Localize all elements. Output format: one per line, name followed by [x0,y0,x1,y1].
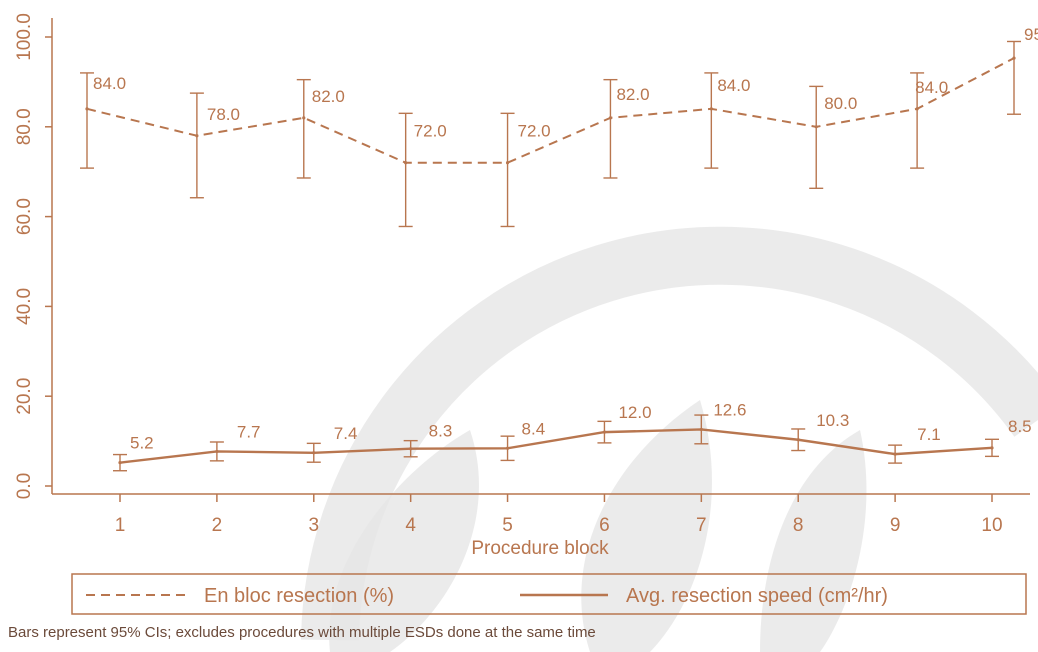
error-bar [189,92,204,199]
data-label: 82.0 [616,85,649,104]
error-bar [603,78,618,179]
series-resection-speed: 5.2 7.7 7.4 8.3 8.4 12.0 12.6 10.3 7.1 8.5 [113,400,1032,472]
error-bar [80,72,94,169]
data-label: 10.3 [816,411,849,430]
data-label: 7.1 [917,425,941,444]
data-point [608,116,613,120]
data-point [85,107,89,111]
legend-box [71,573,1027,615]
x-tick-label: 1 [115,515,126,536]
data-point [505,161,510,165]
data-point [709,107,713,111]
data-point [505,446,510,450]
data-label: 82.0 [312,87,345,106]
watermark-graphic [301,226,1038,652]
data-label: 12.6 [713,400,746,419]
y-tick-label: 20.0 [14,378,35,415]
x-tick-label: 6 [599,515,610,536]
data-point [215,449,219,454]
legend-label: Avg. resection speed (cm²/hr) [626,585,888,607]
data-point [312,451,316,455]
data-point [699,427,703,432]
y-tick-label: 40.0 [14,288,35,325]
y-tick-label: 80.0 [14,108,35,145]
legend-label: En bloc resection (%) [204,585,394,607]
data-point [409,447,413,451]
x-tick-label: 3 [308,515,319,536]
x-tick-label: 8 [793,515,804,536]
x-tick-label: 2 [212,515,223,536]
data-point [796,438,800,442]
series-line [119,428,993,464]
data-label: 8.5 [1008,417,1032,436]
data-label: 72.0 [518,122,551,141]
error-bar [296,78,311,179]
y-tick-label: 100.0 [14,13,35,61]
error-bar [809,85,824,190]
data-label: 78.0 [207,105,240,124]
data-point [1012,56,1016,60]
error-bar [704,72,719,169]
error-bar [398,112,413,228]
data-point [118,461,122,465]
x-tick-label: 10 [981,515,1002,536]
data-label: 5.2 [130,434,154,453]
data-label: 84.0 [93,74,126,93]
data-label: 7.7 [237,422,261,441]
y-tick-label: 60.0 [14,198,35,235]
series-en-bloc-resection: 84.0 78.0 82.0 72.0 72.0 82.0 84.0 80.0 84.0 95.3 [80,25,1038,228]
x-tick-label: 4 [405,515,416,536]
data-point [915,107,919,111]
data-point [602,430,607,434]
error-bar [500,112,515,228]
x-axis-title: Procedure block [471,538,609,559]
series-line [86,57,1015,164]
watermark-leaf [329,430,479,652]
data-label: 12.0 [618,403,651,422]
data-label: 72.0 [414,122,447,141]
legend: En bloc resection (%) Avg. resection spee… [71,573,1027,615]
data-label: 84.0 [717,76,750,95]
footnote: Bars represent 95% CIs; excludes procedu… [8,624,596,641]
data-label: 7.4 [334,424,358,443]
data-label: 8.4 [522,419,546,438]
data-point [195,134,199,138]
data-point [893,452,897,456]
data-point [990,446,994,450]
x-tick-label: 9 [890,515,901,536]
data-point [404,161,408,165]
x-tick-label: 5 [502,515,513,536]
y-tick-label: 0.0 [14,473,35,499]
data-point [814,125,818,129]
data-label: 80.0 [824,94,857,113]
error-bar [1007,40,1021,115]
data-label: 84.0 [915,78,948,97]
error-bar [910,72,925,169]
data-point [302,116,306,120]
watermark-leaf [581,400,712,652]
watermark-leaf [760,430,867,652]
data-label: 95.3 [1024,25,1038,44]
series-layer: 84.0 78.0 82.0 72.0 72.0 82.0 84.0 80.0 84.0 95.3… [80,25,1038,472]
data-label: 8.3 [429,422,453,441]
axes: 0.0 20.0 40.0 60.0 80.0 100.0 1 2 3 4 5 6 7 8 9 10 Proce… [14,13,1030,559]
x-tick-label: 7 [696,515,707,536]
watermark-arc [301,226,1038,641]
